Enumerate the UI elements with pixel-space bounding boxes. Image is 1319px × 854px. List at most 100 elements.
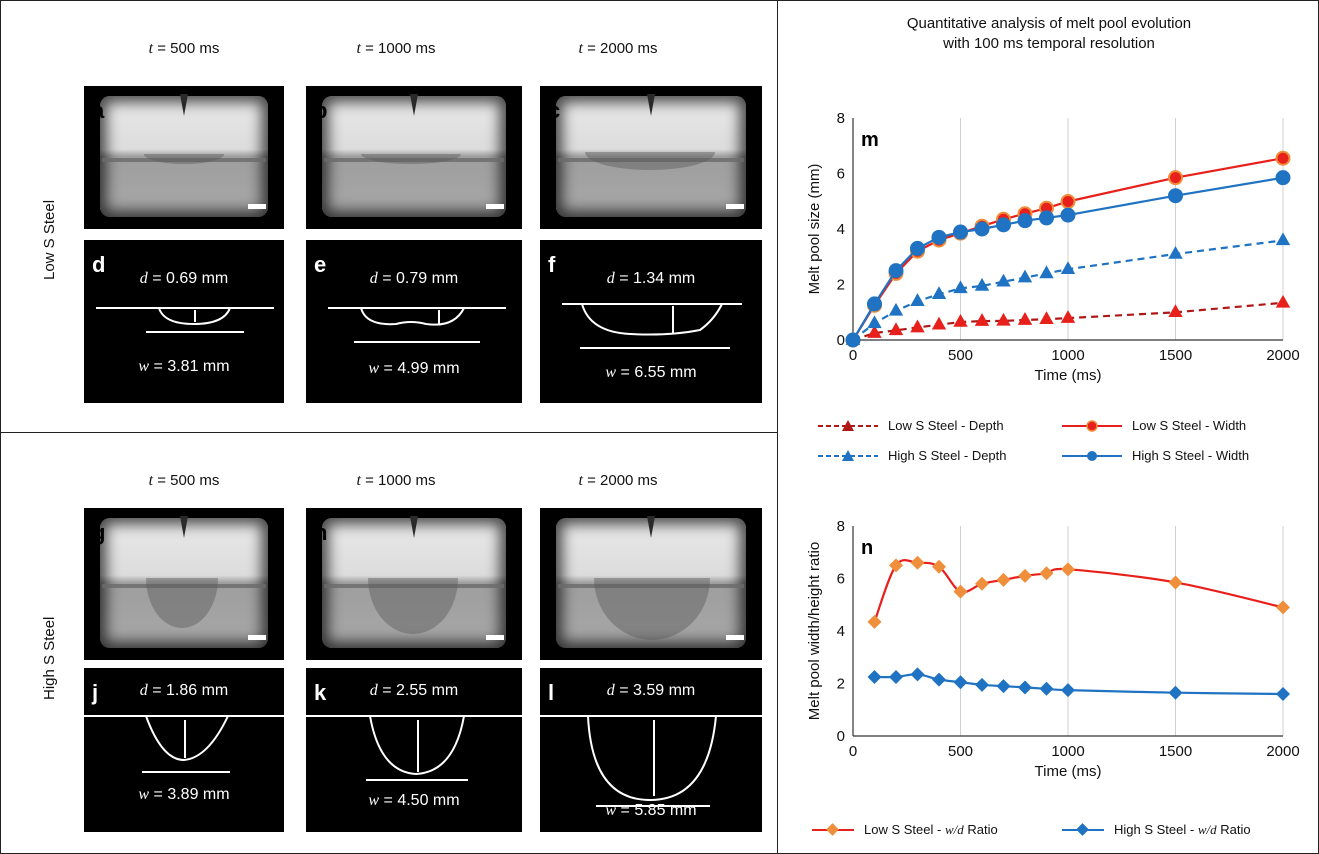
y-tick-label: 0: [837, 728, 845, 745]
data-point: [888, 302, 904, 316]
data-point: [1276, 687, 1290, 701]
width-label: w = 4.99 mm: [368, 360, 460, 377]
chart-width-height-ratio: 0 2 4 6 8 0 500 1000 1500 2000 Time (ms) Melt pool …: [806, 518, 1300, 780]
data-point: [910, 667, 925, 682]
data-point: [910, 240, 925, 256]
data-point: [867, 325, 882, 338]
data-point: [1060, 310, 1076, 323]
xray-image: i: [540, 508, 762, 660]
data-point: [974, 313, 990, 326]
data-point: [1039, 681, 1054, 696]
time-label: t = 2000 ms: [578, 40, 658, 57]
x-tick-label: 0: [849, 743, 857, 760]
plot-title: Quantitative analysis of melt pool evolu…: [906, 15, 1192, 52]
melt-pool-sketch: f d = 1.34 mm w = 6.55 mm: [540, 240, 762, 403]
xray-image: h: [306, 508, 522, 660]
data-point: [867, 296, 882, 312]
data-point: [867, 614, 882, 629]
data-point: [1168, 245, 1183, 259]
data-point: [910, 293, 925, 306]
data-point: [1039, 210, 1054, 226]
legend-item: High S Steel - Width: [1060, 448, 1249, 463]
y-axis-label: Melt pool width/height ratio: [806, 542, 823, 720]
panel-letter: h: [314, 520, 328, 545]
y-tick-label: 2: [837, 676, 845, 693]
data-point: [953, 584, 968, 599]
panel-letter: g: [92, 520, 106, 545]
data-point: [975, 576, 989, 591]
x-tick-label: 1500: [1159, 743, 1192, 760]
data-point: [953, 224, 968, 240]
time-label: t = 1000 ms: [356, 472, 436, 489]
x-tick-label: 1500: [1159, 347, 1192, 364]
panel-letter: n: [861, 537, 873, 559]
legend-item: Low S Steel - w/d Ratio: [810, 822, 998, 838]
data-point: [1168, 188, 1183, 204]
width-label: w = 4.50 mm: [368, 792, 460, 809]
panel-letter: d: [92, 252, 106, 277]
x-axis-label: Time (ms): [1035, 367, 1102, 384]
panel-letter: m: [861, 129, 879, 151]
time-label: t = 2000 ms: [578, 472, 658, 489]
melt-pool-sketch: j d = 1.86 mm w = 3.89 mm: [84, 668, 284, 832]
xray-image: a: [84, 86, 284, 229]
data-point: [1039, 311, 1054, 324]
width-label: w = 6.55 mm: [605, 364, 697, 381]
legend-item: Low S Steel - Depth: [816, 418, 1004, 433]
data-point: [888, 322, 904, 336]
panel-letter: c: [548, 98, 561, 123]
data-point: [931, 229, 947, 245]
y-tick-label: 4: [837, 221, 845, 238]
data-point: [974, 277, 990, 291]
legend-item: Low S Steel - Width: [1060, 418, 1246, 433]
panel-letter: a: [92, 98, 105, 123]
data-point: [1168, 685, 1183, 700]
x-tick-label: 1000: [1051, 347, 1084, 364]
data-point: [1168, 304, 1183, 318]
panel-letter: i: [548, 520, 555, 545]
panel-letter: e: [314, 252, 327, 277]
melt-pool-sketch: e d = 0.79 mm w = 4.99 mm: [306, 240, 522, 403]
data-point: [1275, 150, 1291, 166]
chart-melt-pool-size: 0 2 4 6 8 0 500 1000 1500 2000 Time (ms) Melt pool …: [806, 110, 1300, 384]
data-point: [1060, 207, 1076, 223]
panel-letter: l: [548, 680, 555, 705]
x-tick-label: 500: [948, 347, 973, 364]
data-point: [1061, 683, 1075, 698]
depth-label: d = 1.86 mm: [139, 682, 229, 699]
y-tick-label: 6: [837, 571, 845, 588]
melt-pool-sketch: k d = 2.55 mm w = 4.50 mm: [306, 668, 522, 832]
data-point: [974, 221, 990, 237]
data-point: [1275, 232, 1291, 246]
data-point: [1276, 600, 1290, 615]
data-point: [1017, 312, 1033, 325]
legend-item: High S Steel - Depth: [816, 448, 1007, 463]
row-label-low-s: Low S Steel: [41, 199, 58, 280]
time-label: t = 1000 ms: [356, 40, 436, 57]
data-point: [996, 572, 1011, 587]
panel-letter: b: [314, 98, 328, 123]
data-point: [931, 316, 947, 330]
data-point: [1060, 194, 1076, 210]
y-axis-label: Melt pool size (mm): [806, 164, 823, 295]
y-tick-label: 0: [837, 332, 845, 349]
data-point: [889, 558, 903, 573]
melt-pool-sketch: l d = 3.59 mm w = 5.85 mm: [540, 668, 762, 832]
y-tick-label: 6: [837, 166, 845, 183]
data-point: [1061, 562, 1075, 577]
x-axis-label: Time (ms): [1035, 763, 1102, 780]
depth-label: d = 0.69 mm: [139, 270, 229, 287]
y-tick-label: 4: [837, 623, 845, 640]
data-point: [931, 286, 947, 300]
data-point: [867, 315, 882, 329]
data-point: [1017, 213, 1033, 229]
data-point: [1017, 269, 1033, 283]
data-point: [889, 669, 903, 684]
time-label: t = 500 ms: [148, 472, 220, 489]
row-label-high-s: High S Steel: [41, 616, 58, 700]
x-tick-label: 0: [849, 347, 857, 364]
data-point: [1018, 680, 1032, 695]
data-point: [1168, 170, 1183, 186]
panel-letter: f: [548, 252, 556, 277]
data-point: [1039, 265, 1054, 279]
